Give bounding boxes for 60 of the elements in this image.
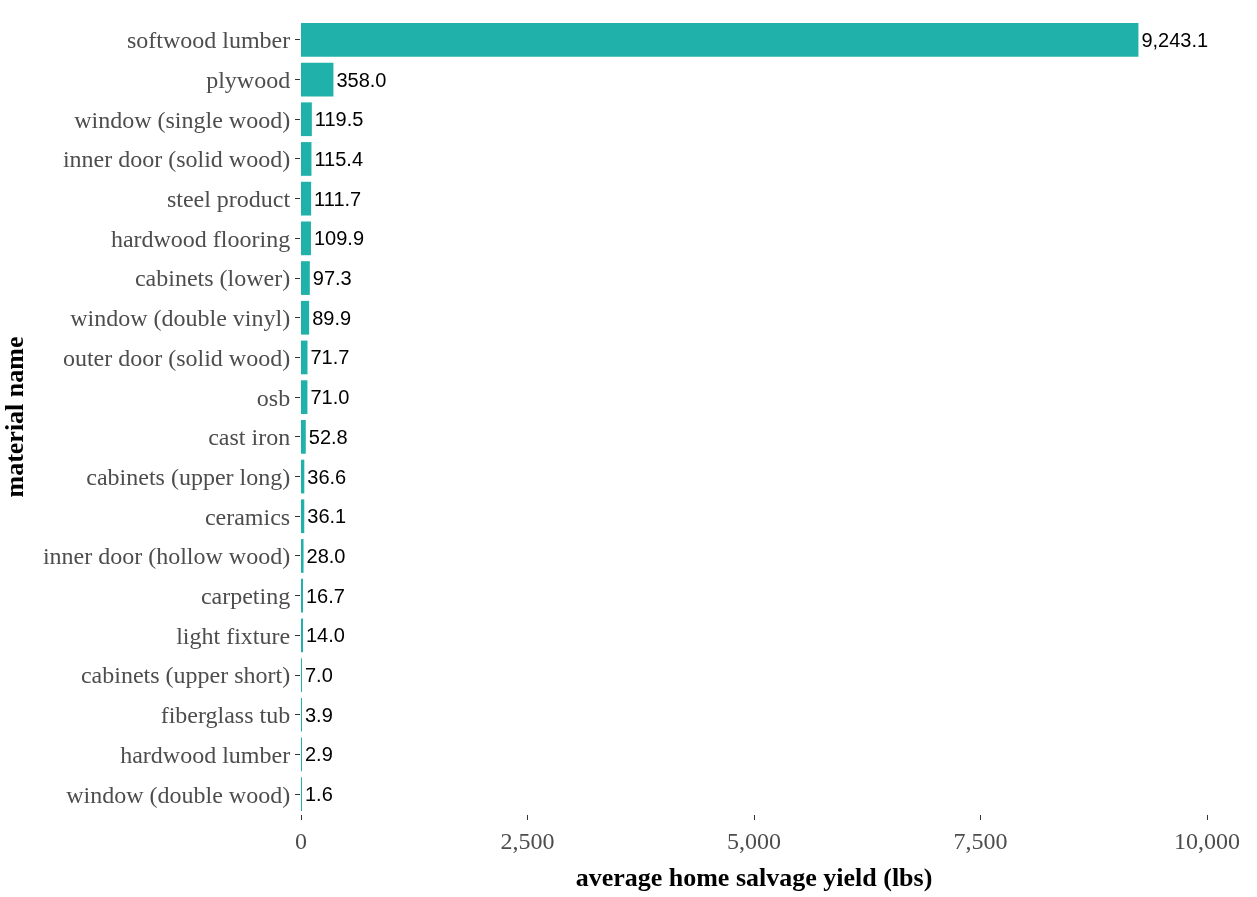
bar: [301, 539, 304, 573]
data-label: 28.0: [306, 544, 346, 567]
data-label: 36.1: [307, 505, 347, 528]
bar: [301, 181, 312, 216]
x-tick-label: 10,000: [1174, 827, 1240, 854]
bar: [301, 102, 312, 137]
data-label: 358.0: [336, 68, 387, 91]
data-label: 89.9: [312, 306, 352, 329]
y-tick-label: plywood: [206, 66, 291, 93]
data-label: 16.7: [306, 584, 345, 607]
y-tick-label: window (single wood): [74, 106, 291, 133]
bar: [301, 419, 306, 454]
y-tick-label: softwood lumber: [126, 27, 291, 54]
bar: [301, 261, 310, 295]
data-label: 2.9: [305, 743, 333, 766]
bar: [301, 22, 1139, 57]
data-label: 3.9: [305, 703, 333, 726]
data-label: 14.0: [306, 624, 345, 647]
y-tick-label: hardwood flooring: [110, 225, 291, 252]
y-tick-label: osb: [256, 384, 291, 411]
data-label: 1.6: [305, 783, 333, 806]
y-tick-label: hardwood lumber: [120, 741, 291, 768]
bar: [301, 221, 311, 256]
data-label: 71.0: [310, 386, 350, 409]
y-tick-label: steel product: [166, 186, 291, 213]
y-tick-label: outer door (solid wood): [62, 344, 291, 371]
y-tick-label: cabinets (upper short): [80, 662, 291, 689]
y-tick-label: fiberglass tub: [160, 702, 291, 729]
data-label: 7.0: [305, 664, 333, 687]
y-tick-label: ceramics: [204, 503, 291, 530]
y-tick-label: window (double wood): [66, 781, 291, 808]
bar: [301, 300, 310, 335]
data-label: 52.8: [308, 425, 348, 448]
x-tick-label: 5,000: [727, 827, 781, 854]
y-tick-label: window (double vinyl): [70, 305, 291, 332]
data-label: 9,243.1: [1141, 28, 1209, 51]
y-tick-label: cabinets (upper long): [86, 463, 291, 490]
y-axis-title: material name: [0, 336, 29, 498]
y-tick-label: inner door (hollow wood): [42, 543, 291, 570]
y-tick-label: light fixture: [176, 622, 291, 649]
x-axis-title: average home salvage yield (lbs): [575, 863, 933, 893]
y-tick-label: cabinets (lower): [134, 265, 291, 292]
data-label: 115.4: [314, 147, 364, 170]
data-label: 109.9: [313, 227, 365, 250]
y-tick-label: inner door (solid wood): [62, 146, 291, 173]
bar: [301, 499, 305, 534]
y-tick-label: cast iron: [208, 424, 291, 451]
data-label: 97.3: [312, 267, 352, 290]
bar: [301, 62, 334, 97]
data-label: 36.6: [307, 465, 347, 488]
x-tick-label: 7,500: [953, 827, 1008, 854]
y-tick-label: carpeting: [200, 583, 291, 610]
x-tick-label: 0: [295, 827, 307, 854]
bar: [301, 142, 312, 176]
bar: [301, 380, 308, 415]
data-label: 119.5: [314, 108, 364, 131]
x-tick-label: 2,500: [500, 827, 555, 854]
data-label: 111.7: [314, 187, 362, 210]
data-label: 71.7: [310, 346, 350, 369]
bar: [301, 340, 308, 375]
